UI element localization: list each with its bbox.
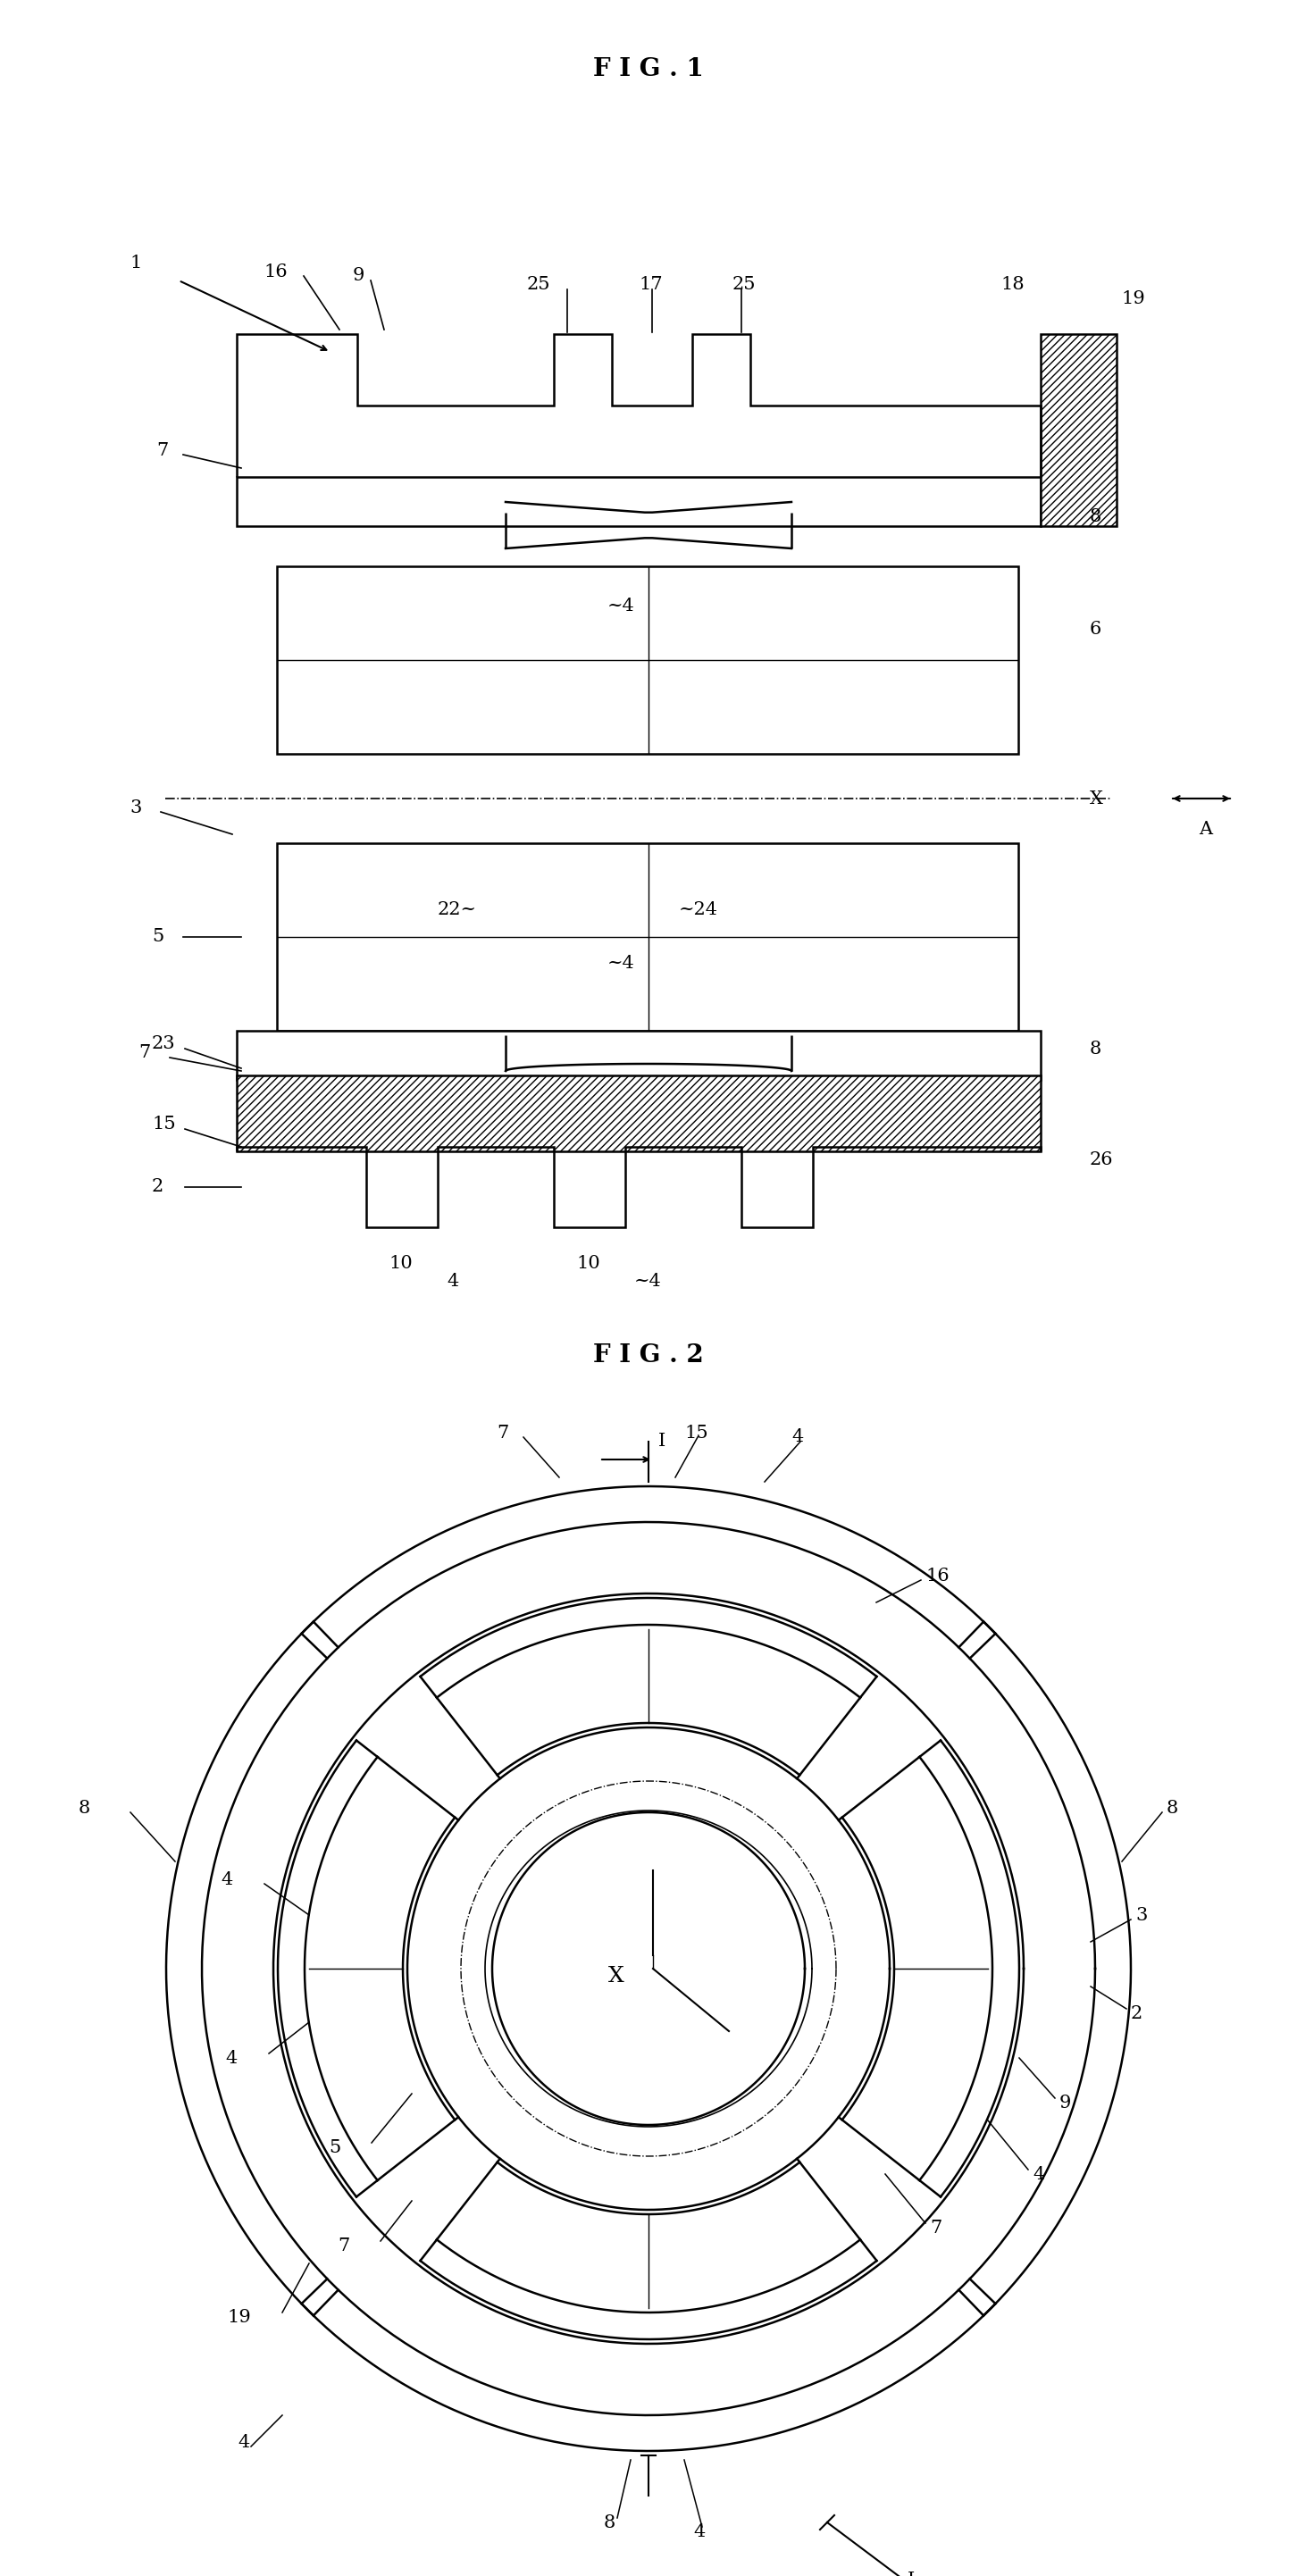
Text: 7: 7 — [930, 2218, 942, 2236]
Text: 8: 8 — [1089, 507, 1101, 526]
Text: 3: 3 — [1135, 1906, 1148, 1924]
Text: 10: 10 — [576, 1255, 601, 1273]
Text: 9: 9 — [1060, 2094, 1071, 2112]
Text: 3: 3 — [130, 799, 141, 817]
Text: 1: 1 — [130, 255, 141, 270]
Text: 16: 16 — [263, 263, 288, 281]
Text: 15: 15 — [685, 1425, 708, 1440]
Bar — [276, 842, 1018, 1030]
Text: 4: 4 — [222, 1870, 233, 1888]
Text: 7: 7 — [139, 1046, 150, 1061]
Text: 5: 5 — [152, 927, 163, 945]
Text: ~24: ~24 — [678, 902, 719, 920]
Text: 2: 2 — [152, 1180, 163, 1195]
Text: ~4: ~4 — [607, 598, 634, 616]
Text: I: I — [908, 2571, 914, 2576]
Text: 9: 9 — [353, 268, 364, 283]
Text: 2: 2 — [1131, 2004, 1143, 2022]
Text: I: I — [658, 1432, 665, 1450]
Text: 7: 7 — [497, 1425, 508, 1440]
Bar — [1040, 335, 1117, 526]
Text: 4: 4 — [237, 2434, 249, 2450]
Text: ~4: ~4 — [607, 956, 634, 971]
Text: 26: 26 — [1089, 1151, 1113, 1170]
Text: 8: 8 — [604, 2514, 616, 2530]
Text: F I G . 2: F I G . 2 — [593, 1342, 704, 1368]
Text: 8: 8 — [1089, 1041, 1101, 1056]
Text: 17: 17 — [638, 276, 663, 294]
Text: 22~: 22~ — [437, 902, 477, 920]
Text: 7: 7 — [337, 2236, 349, 2254]
Text: 4: 4 — [791, 1430, 803, 1445]
Bar — [276, 567, 1018, 755]
Text: 8: 8 — [78, 1801, 91, 1816]
Text: 4: 4 — [1032, 2166, 1044, 2182]
Text: F I G . 1: F I G . 1 — [593, 57, 704, 82]
Text: 7: 7 — [157, 440, 169, 459]
Text: 4: 4 — [446, 1273, 458, 1291]
Text: 25: 25 — [527, 276, 551, 294]
Text: 10: 10 — [389, 1255, 412, 1273]
Text: 18: 18 — [1000, 276, 1025, 294]
Text: X: X — [1089, 791, 1102, 806]
Text: X: X — [608, 1965, 624, 1986]
Bar — [237, 477, 1040, 526]
Text: ~4: ~4 — [634, 1273, 661, 1291]
Bar — [237, 1030, 1040, 1079]
Text: 25: 25 — [733, 276, 756, 294]
Text: 19: 19 — [227, 2308, 252, 2326]
Text: 15: 15 — [152, 1115, 175, 1133]
Bar — [237, 1074, 1040, 1151]
Text: 23: 23 — [152, 1036, 175, 1054]
Text: 16: 16 — [925, 1566, 949, 1584]
Text: 19: 19 — [1121, 291, 1145, 307]
Text: 4: 4 — [226, 2050, 237, 2066]
Text: 4: 4 — [693, 2522, 706, 2540]
Text: 5: 5 — [328, 2138, 340, 2156]
Text: A: A — [1200, 822, 1213, 837]
Text: 6: 6 — [1089, 621, 1101, 636]
Text: 8: 8 — [1166, 1801, 1179, 1816]
